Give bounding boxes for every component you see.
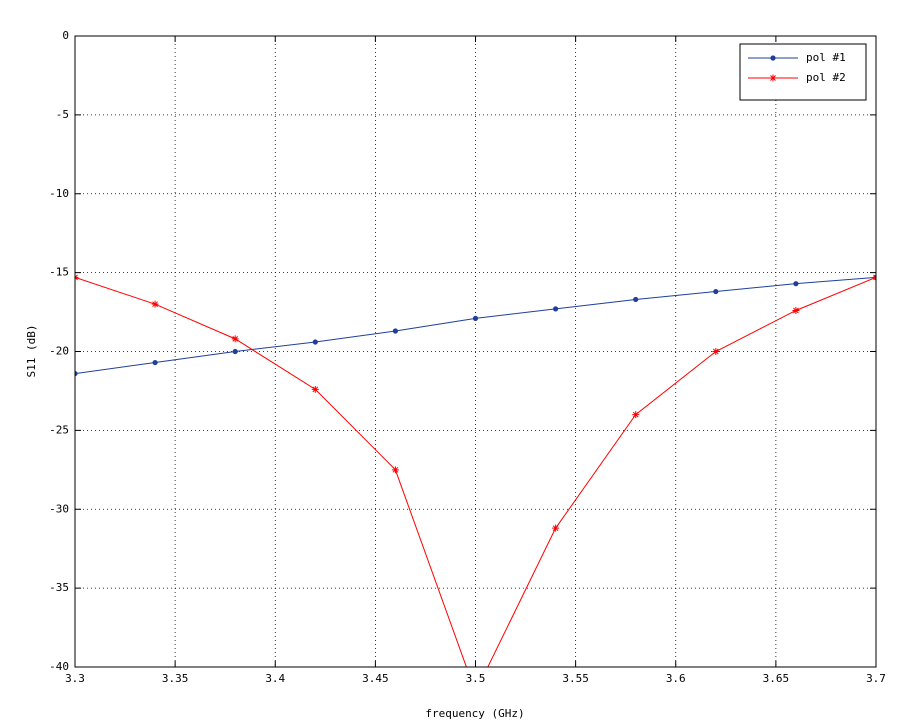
x-tick-label: 3.45: [362, 672, 389, 685]
marker: [152, 359, 158, 366]
x-tick-label: 3.4: [265, 672, 285, 685]
legend-box: [739, 43, 867, 101]
x-axis-label: frequency (GHz): [425, 707, 524, 720]
y-axis-label: S11 (dB): [25, 325, 38, 378]
x-tick-label: 3.65: [763, 672, 790, 685]
x-tick-label: 3.6: [666, 672, 686, 685]
marker: [712, 348, 720, 355]
y-tick-label: -25: [49, 423, 69, 436]
y-tick-label: -30: [49, 502, 69, 515]
x-tick-label: 3.55: [562, 672, 589, 685]
legend-label: pol #2: [806, 71, 846, 84]
y-tick-label: -35: [49, 581, 69, 594]
marker: [770, 55, 776, 61]
y-tick-label: -40: [49, 660, 69, 673]
marker: [633, 296, 639, 303]
marker: [231, 335, 239, 343]
marker: [472, 315, 479, 321]
marker: [713, 288, 719, 295]
marker: [151, 300, 159, 308]
y-tick-label: -20: [49, 345, 69, 358]
y-tick-label: -5: [56, 108, 69, 121]
marker: [769, 74, 777, 82]
x-tick-label: 3.35: [162, 672, 189, 685]
marker: [391, 466, 399, 474]
y-tick-label: 0: [62, 29, 69, 42]
marker: [232, 348, 238, 355]
marker: [312, 339, 318, 345]
x-tick-label: 3.3: [65, 672, 85, 685]
legend-label: pol #1: [806, 51, 846, 64]
y-tick-label: -15: [49, 266, 69, 279]
marker: [392, 328, 398, 334]
marker: [75, 370, 78, 377]
marker: [632, 411, 640, 419]
x-tick-label: 3.7: [866, 672, 886, 685]
marker: [793, 281, 799, 287]
marker: [552, 524, 560, 532]
marker: [472, 689, 479, 696]
x-tick-label: 3.5: [466, 672, 486, 685]
series-line: [75, 276, 876, 667]
marker: [553, 306, 559, 312]
marker: [792, 306, 800, 314]
y-tick-label: -10: [49, 187, 69, 200]
marker: [311, 385, 319, 393]
